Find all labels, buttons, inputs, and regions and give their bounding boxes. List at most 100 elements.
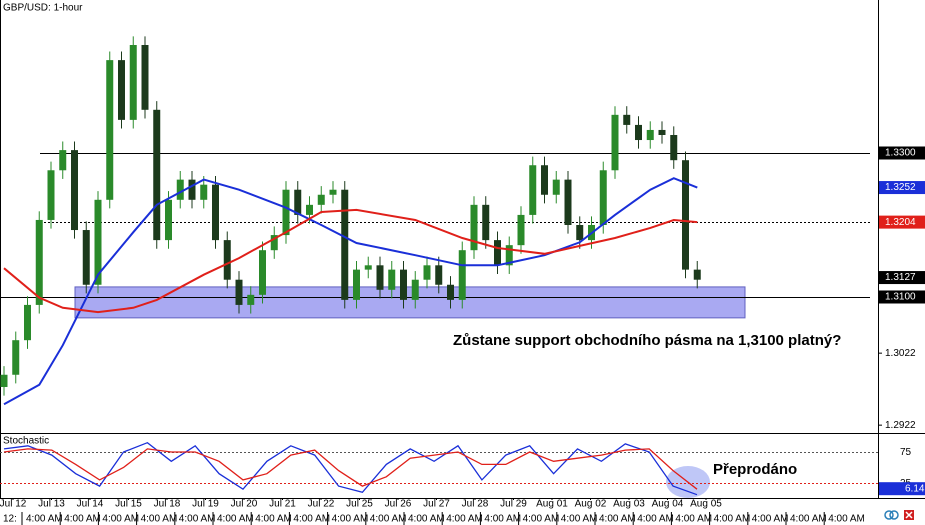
candle-body (447, 284, 454, 300)
candle-body (235, 279, 243, 305)
candle-body (494, 240, 501, 266)
price-tag-label: 1.3127 (885, 272, 916, 283)
date-label: Jul 29 (500, 499, 527, 510)
time-label: 4:00 AM (714, 514, 751, 525)
time-label: 4:00 AM (408, 514, 445, 525)
support-zone (74, 286, 746, 319)
date-label: Jul 28 (462, 499, 489, 510)
candle-body (564, 179, 572, 225)
stoch-title-bg (1, 435, 45, 447)
candle-body (118, 60, 125, 120)
price-tag-label: 1.3300 (885, 148, 916, 159)
candle-body (576, 224, 584, 241)
candle-body (153, 109, 161, 241)
time-label: 4:00 AM (446, 514, 483, 525)
time-label: 4:00 AM (332, 514, 369, 525)
candle-body (353, 269, 360, 300)
price-tag (879, 290, 925, 304)
candle-body (364, 265, 372, 270)
icon-close-x[interactable] (905, 511, 913, 519)
date-label: Jul 25 (346, 499, 373, 510)
candle-body (129, 44, 137, 120)
date-label: Jul 21 (269, 499, 296, 510)
stoch-tag-label: 6.14 (905, 483, 925, 494)
stochastic-title: Stochastic (3, 436, 49, 447)
stoch-tick-label: 75 (900, 447, 912, 458)
time-label: 4:00 AM (102, 514, 139, 525)
time-label: 4:00 AM (599, 514, 636, 525)
candle-body (176, 179, 184, 200)
candle-body (670, 134, 678, 161)
candle-body (59, 150, 67, 171)
chart-title: GBP/USD: 1-hour (3, 3, 83, 14)
price-tag (879, 271, 925, 285)
candle-body (682, 160, 689, 270)
candle-body (71, 150, 78, 231)
candle-body (35, 219, 43, 305)
date-label: Jul 19 (192, 499, 219, 510)
annotation: Přeprodáno (713, 461, 797, 478)
candle-body (482, 204, 490, 241)
time-label: 4:00 AM (523, 514, 560, 525)
plot-area (0, 36, 870, 406)
candle-body (24, 304, 31, 341)
icon-link[interactable] (889, 510, 899, 520)
date-label: Aug 02 (575, 499, 607, 510)
time-label: 4:00 AM (790, 514, 827, 525)
date-label: Jul 18 (154, 499, 181, 510)
toolbar-icons[interactable] (884, 510, 914, 520)
candle-body (388, 269, 396, 290)
time-label: 4:00 AM (141, 514, 178, 525)
candle-body (376, 265, 384, 290)
time-label: 4:00 AM (675, 514, 712, 525)
date-label: Jul 26 (385, 499, 412, 510)
price-tag (879, 146, 925, 160)
date-label: Jul 12 (0, 499, 27, 510)
icon-link[interactable] (884, 510, 894, 520)
stoch-tag (879, 482, 925, 496)
candle-body (517, 214, 525, 246)
candle-body (200, 184, 208, 200)
candle-body (47, 170, 55, 220)
candle-body (693, 269, 701, 280)
candle-body (529, 165, 537, 215)
candle-body (658, 129, 666, 135)
candle-body (12, 340, 20, 375)
candle-body (611, 114, 619, 171)
date-label: Jul 14 (77, 499, 104, 510)
candle-body (552, 179, 560, 195)
candle-body (294, 189, 302, 215)
candle-body (306, 204, 313, 215)
candle-body (141, 44, 149, 110)
candle-body (458, 250, 466, 300)
title-bg (1, 1, 89, 14)
date-label: Jul 22 (308, 499, 335, 510)
date-label: Jul 27 (423, 499, 450, 510)
price-tag-label: 1.3252 (885, 182, 916, 193)
candle-body (0, 374, 8, 387)
date-label: Aug 03 (613, 499, 645, 510)
y-tick-label: 1.2922 (885, 420, 916, 431)
date-label: Jul 20 (231, 499, 258, 510)
price-tag (879, 181, 925, 195)
time-label: 12: (3, 514, 17, 525)
candle-body (646, 129, 654, 141)
candle-body (212, 184, 219, 241)
stochastic-line (3, 441, 698, 496)
y-tick-label: 1.3022 (885, 348, 916, 359)
time-label: 4:00 AM (828, 514, 865, 525)
candle-body (165, 199, 172, 241)
time-label: 4:00 AM (293, 514, 330, 525)
candle-body (329, 189, 337, 195)
moving-average (3, 208, 698, 314)
date-label: Jul 15 (115, 499, 142, 510)
candle-body (411, 279, 419, 300)
candle-body (635, 124, 642, 141)
candle-body (541, 165, 548, 195)
time-label: 4:00 AM (484, 514, 521, 525)
time-label: 4:00 AM (561, 514, 598, 525)
date-label: Aug 01 (536, 499, 568, 510)
candle-body (423, 265, 431, 280)
time-label: 4:00 AM (179, 514, 216, 525)
